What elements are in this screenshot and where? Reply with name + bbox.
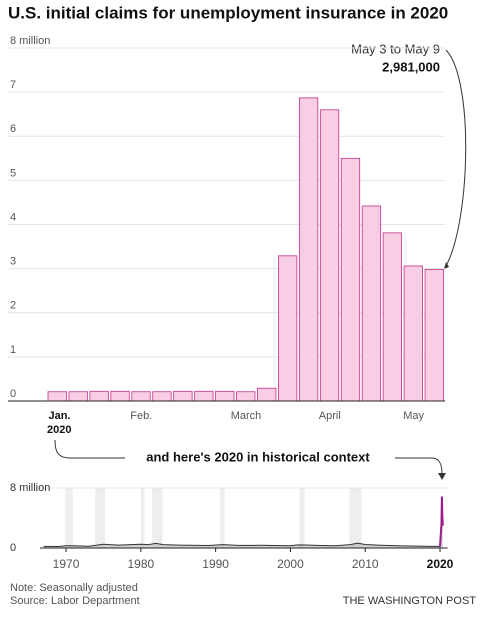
bar (131, 391, 151, 402)
bar (173, 390, 193, 402)
recession-band (152, 488, 163, 548)
annotation-period: May 3 to May 9 (351, 41, 440, 56)
arrow-head (444, 262, 449, 269)
line (43, 496, 444, 548)
x-tick-label: 2020 (427, 557, 454, 571)
source: Source: Labor Department (10, 595, 140, 607)
y-tick-label: 6 (10, 123, 16, 135)
bar (319, 109, 340, 402)
bar (152, 391, 172, 402)
bar (361, 205, 382, 402)
recession-band (65, 488, 73, 548)
context-line-left (54, 439, 125, 459)
y-tick-label: 3 (10, 256, 16, 268)
y-tick-label: 8 million (10, 35, 50, 47)
recession-band (140, 488, 145, 548)
x-tick-label: Feb. (130, 410, 152, 422)
x-tick-label: 2010 (352, 557, 379, 571)
credit: THE WASHINGTON POST (343, 595, 477, 607)
bar (257, 387, 277, 402)
bar (298, 97, 319, 402)
recession-band (95, 488, 105, 548)
x-tick-label: 1990 (202, 557, 229, 571)
y-tick-label: 2 (10, 300, 16, 312)
x-tick-label: 1970 (53, 557, 80, 571)
x-tick-label: April (319, 410, 341, 422)
x-tick-label: 1980 (127, 557, 154, 571)
recession-band (349, 488, 362, 548)
bar (424, 269, 444, 402)
recession-band (220, 488, 225, 548)
x-tick-label: Jan. (48, 410, 70, 422)
annotation-value: 2,981,000 (382, 59, 440, 74)
bar (194, 390, 214, 402)
y-tick-label: 4 (10, 211, 16, 223)
bar (89, 390, 109, 402)
x-tick-label: March (231, 410, 262, 422)
y-tick-label: 0 (10, 388, 16, 400)
context-annotation: and here's 2020 in historical context (146, 449, 370, 464)
chart-title: U.S. initial claims for unemployment ins… (8, 3, 448, 22)
bar (340, 157, 361, 402)
bar (403, 265, 423, 402)
x-year-label: 2020 (47, 424, 71, 436)
y-tick-label: 0 (10, 542, 16, 554)
bar (382, 232, 403, 402)
x-tick-label: May (403, 410, 424, 422)
bar (110, 390, 130, 402)
context-line-right (395, 457, 443, 475)
spike (439, 496, 444, 547)
y-tick-label: 5 (10, 167, 16, 179)
y-tick-label: 8 million (10, 482, 50, 494)
bar (47, 391, 67, 402)
bar (236, 391, 256, 402)
bar (215, 390, 235, 402)
bar (68, 391, 88, 402)
annotation-arrow (443, 49, 467, 270)
recession-band (299, 488, 305, 548)
y-tick-label: 1 (10, 344, 16, 356)
x-tick-label: 2000 (277, 557, 304, 571)
y-tick-label: 7 (10, 79, 16, 91)
arrow-head (438, 473, 446, 480)
note: Note: Seasonally adjusted (10, 582, 138, 594)
bar (278, 255, 298, 402)
